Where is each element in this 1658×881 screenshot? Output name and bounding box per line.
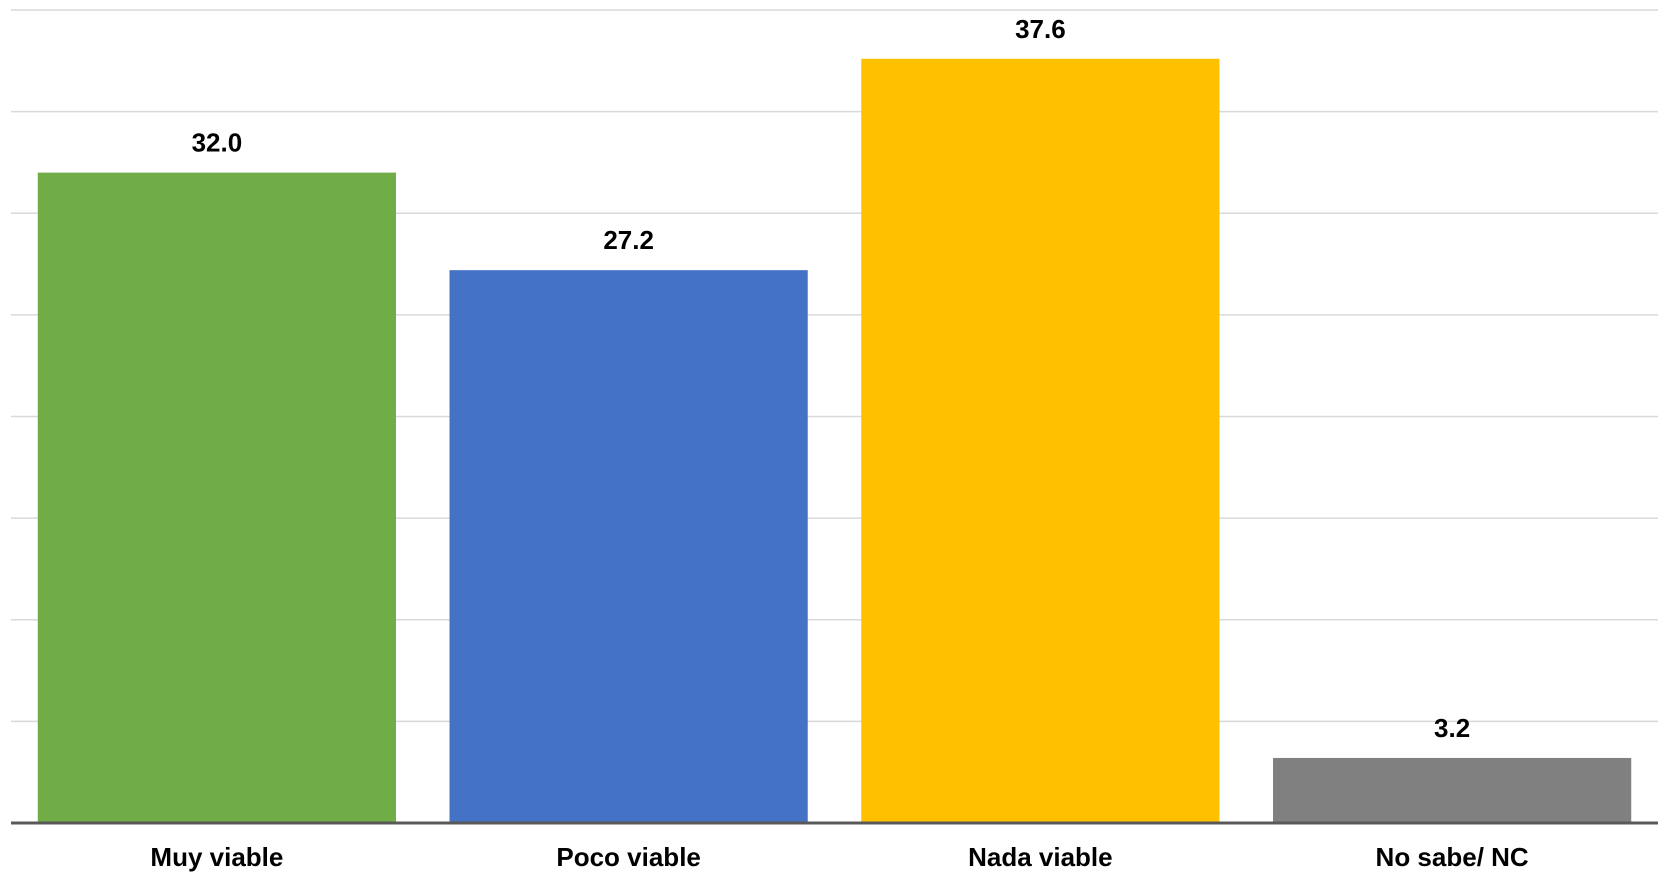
x-tick-label: Muy viable: [150, 842, 283, 872]
x-tick-label: Poco viable: [556, 842, 701, 872]
data-label: 32.0: [192, 128, 243, 158]
bar: [1273, 757, 1632, 823]
bar: [449, 270, 808, 823]
data-label: 37.6: [1015, 14, 1066, 44]
data-label: 3.2: [1434, 713, 1470, 743]
bar: [37, 172, 396, 824]
x-tick-label: No sabe/ NC: [1376, 842, 1529, 872]
bar: [861, 58, 1220, 823]
data-labels: 32.0 27.2 37.6 3.2: [192, 14, 1471, 743]
x-tick-label: Nada viable: [968, 842, 1113, 872]
data-label: 27.2: [603, 225, 654, 255]
bars: [37, 58, 1632, 824]
x-tick-labels: Muy viable Poco viable Nada viable No sabe/…: [150, 842, 1529, 872]
